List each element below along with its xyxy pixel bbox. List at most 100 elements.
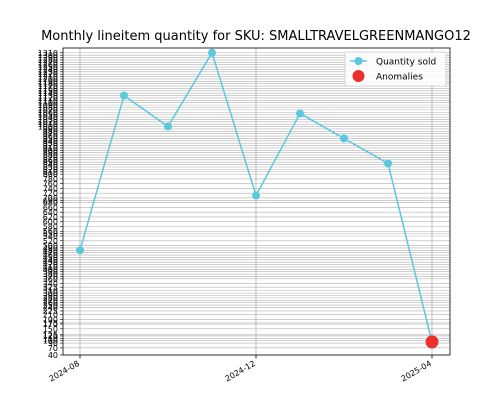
y-axis-ticks: 4070901001101201251501701751902102252402… xyxy=(38,49,63,360)
y-tick-label: 1300 xyxy=(38,51,58,60)
y-tick-label: 250 xyxy=(43,301,58,310)
y-tick-label: 40 xyxy=(48,351,58,360)
y-tick-label: 1110 xyxy=(38,96,58,105)
plot-area xyxy=(63,48,450,355)
y-tick-label: 90 xyxy=(48,339,58,348)
y-tick-label: 340 xyxy=(43,280,58,289)
y-tick-label: 680 xyxy=(43,199,58,208)
legend-box xyxy=(344,51,447,87)
y-tick-label: 720 xyxy=(43,189,58,198)
y-tick-label: 930 xyxy=(43,139,58,148)
y-tick-label: 270 xyxy=(43,296,58,305)
quantity-sold-point xyxy=(164,122,172,131)
y-tick-label: 760 xyxy=(43,180,58,189)
quantity-sold-point xyxy=(296,109,304,118)
y-tick-label: 830 xyxy=(43,163,58,172)
y-tick-label: 110 xyxy=(43,334,58,343)
y-tick-label: 820 xyxy=(43,165,58,174)
y-tick-label: 660 xyxy=(43,203,58,212)
x-tick-label: 2024-08 xyxy=(48,359,81,384)
y-tick-label: 780 xyxy=(43,175,58,184)
x-axis-ticks: 2024-08 2024-12 2025-04 xyxy=(48,355,433,383)
y-tick-label: 1200 xyxy=(38,75,58,84)
y-tick-label: 450 xyxy=(43,253,58,262)
y-tick-label: 1180 xyxy=(38,80,58,89)
y-tick-label: 550 xyxy=(43,230,58,239)
y-tick-label: 100 xyxy=(43,337,58,346)
plot-frame xyxy=(62,47,451,356)
y-tick-label: 620 xyxy=(43,213,58,222)
y-tick-label: 540 xyxy=(43,232,58,241)
y-tick-label: 1000 xyxy=(38,123,58,132)
y-tick-label: 400 xyxy=(43,265,58,274)
y-tick-label: 1070 xyxy=(38,106,58,115)
y-tick-label: 1270 xyxy=(38,58,58,67)
chart-title: Monthly lineitem quantity for SKU: SMALL… xyxy=(41,29,471,44)
quantity-sold-point xyxy=(384,159,392,168)
y-tick-label: 880 xyxy=(43,151,58,160)
y-tick-label: 800 xyxy=(43,170,58,179)
y-tick-label: 370 xyxy=(43,272,58,281)
y-tick-label: 1260 xyxy=(38,61,58,70)
y-tick-label: 1170 xyxy=(38,82,58,91)
y-tick-label: 850 xyxy=(43,158,58,167)
x-gridlines xyxy=(79,48,433,355)
y-tick-label: 1050 xyxy=(38,111,58,120)
y-tick-label: 1020 xyxy=(38,118,58,127)
quantity-sold-point xyxy=(208,48,216,57)
y-tick-label: 460 xyxy=(43,251,58,260)
y-tick-label: 1080 xyxy=(38,103,58,112)
quantity-sold-point xyxy=(252,191,260,200)
legend-marker-quantity-sold xyxy=(354,57,363,65)
y-tick-label: 480 xyxy=(43,246,58,255)
y-tick-label: 125 xyxy=(43,331,58,340)
y-tick-label: 1250 xyxy=(38,63,58,72)
y-tick-label: 150 xyxy=(43,325,58,334)
y-tick-label: 360 xyxy=(43,275,58,284)
y-tick-label: 960 xyxy=(43,132,58,141)
y-tick-label: 640 xyxy=(43,208,58,217)
y-tick-label: 1220 xyxy=(38,70,58,79)
y-tick-label: 380 xyxy=(43,270,58,279)
y-tick-label: 490 xyxy=(43,244,58,253)
y-tick-label: 940 xyxy=(43,137,58,146)
y-tick-label: 70 xyxy=(48,344,58,353)
y-tick-label: 170 xyxy=(43,320,58,329)
y-tick-label: 560 xyxy=(43,227,58,236)
y-tick-label: 900 xyxy=(43,146,58,155)
quantity-sold-point xyxy=(120,91,128,100)
y-tick-label: 700 xyxy=(43,194,58,203)
y-tick-label: 430 xyxy=(43,258,58,267)
y-tick-label: 990 xyxy=(43,125,58,134)
y-tick-label: 310 xyxy=(43,287,58,296)
y-tick-label: 1140 xyxy=(38,89,58,98)
y-tick-label: 500 xyxy=(43,242,58,251)
y-tick-label: 580 xyxy=(43,222,58,231)
y-tick-label: 210 xyxy=(43,311,58,320)
y-tick-label: 860 xyxy=(43,156,58,165)
y-tick-label: 920 xyxy=(43,142,58,151)
y-tick-label: 240 xyxy=(43,303,58,312)
y-tick-label: 410 xyxy=(43,263,58,272)
legend: Quantity sold Anomalies xyxy=(344,51,447,87)
x-tick-label: 2024-12 xyxy=(224,359,257,384)
y-tick-label: 280 xyxy=(43,294,58,303)
y-tick-label: 1100 xyxy=(38,99,58,108)
y-tick-label: 1130 xyxy=(38,92,58,101)
y-tick-label: 225 xyxy=(43,307,58,316)
legend-label-quantity-sold: Quantity sold xyxy=(376,58,436,68)
y-gridlines xyxy=(63,52,450,356)
y-tick-label: 300 xyxy=(43,289,58,298)
y-tick-label: 1280 xyxy=(38,56,58,65)
y-tick-label: 980 xyxy=(43,127,58,136)
y-tick-label: 325 xyxy=(43,283,58,292)
y-tick-label: 740 xyxy=(43,184,58,193)
y-tick-label: 120 xyxy=(43,332,58,341)
y-tick-label: 1230 xyxy=(38,68,58,77)
y-tick-label: 910 xyxy=(43,144,58,153)
y-tick-label: 260 xyxy=(43,299,58,308)
y-tick-label: 970 xyxy=(43,130,58,139)
y-tick-label: 890 xyxy=(43,149,58,158)
quantity-sold-point xyxy=(340,134,348,143)
